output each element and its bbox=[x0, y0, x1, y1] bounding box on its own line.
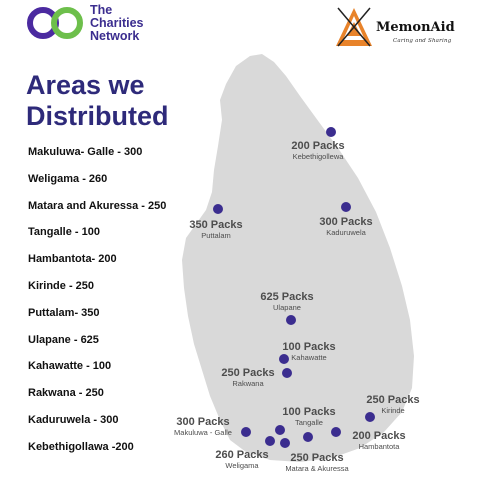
list-item: Puttalam- 350 bbox=[28, 306, 100, 319]
label-puttalam: 350 Packs Puttalam bbox=[189, 219, 242, 240]
marker-kebethigollewa[interactable] bbox=[326, 127, 336, 137]
logo-line-2: Charities bbox=[90, 16, 144, 30]
memonaid-logo-icon bbox=[336, 7, 372, 47]
charities-network-logo-text: The Charities Network bbox=[90, 4, 144, 43]
label-tangalle: 100 Packs Tangalle bbox=[282, 406, 335, 427]
label-hambantota: 200 Packs Hambantota bbox=[352, 430, 405, 451]
list-item: Hambantota- 200 bbox=[28, 253, 117, 266]
island-shape bbox=[182, 54, 414, 462]
marker-kirinde[interactable] bbox=[365, 412, 375, 422]
label-place: Hambantota bbox=[358, 442, 400, 451]
label-packs: 250 Packs bbox=[221, 367, 275, 379]
title-line-2: Distributed bbox=[26, 101, 169, 131]
label-packs: 200 Packs bbox=[291, 140, 345, 152]
list-item: Tangalle - 100 bbox=[28, 226, 100, 239]
label-place: Kirinde bbox=[381, 406, 405, 415]
label-place: Weligama bbox=[225, 461, 259, 470]
title-line-1: Areas we bbox=[26, 70, 145, 100]
label-weligama: 260 Packs Weligama bbox=[215, 449, 268, 470]
label-ulapane: 625 Packs Ulapane bbox=[260, 291, 313, 312]
label-place: Puttalam bbox=[201, 231, 231, 240]
page-title: Areas we Distributed bbox=[26, 70, 169, 132]
label-packs: 350 Packs bbox=[189, 219, 243, 231]
label-packs: 100 Packs bbox=[282, 406, 336, 418]
marker-puttalam[interactable] bbox=[213, 204, 223, 214]
list-item: Makuluwa- Galle - 300 bbox=[28, 146, 143, 158]
list-item: Ulapane - 625 bbox=[28, 333, 99, 346]
list-item: Kebethigollawa -200 bbox=[28, 440, 134, 453]
marker-weligama[interactable] bbox=[265, 436, 275, 446]
distribution-list: Makuluwa- Galle - 300 Weligama - 260 Mat… bbox=[28, 146, 166, 468]
label-packs: 300 Packs bbox=[319, 216, 373, 228]
logo-line-1: The bbox=[90, 3, 113, 17]
label-packs: 300 Packs bbox=[176, 416, 230, 428]
label-packs: 200 Packs bbox=[352, 430, 406, 442]
label-kaduruwela: 300 Packs Kaduruwela bbox=[319, 216, 372, 237]
label-packs: 250 Packs bbox=[290, 452, 344, 464]
label-packs: 100 Packs bbox=[282, 341, 336, 353]
label-galle: 300 Packs Makuluwa - Galle bbox=[174, 416, 232, 437]
memonaid-tagline: Caring and Sharing bbox=[393, 38, 452, 44]
marker-matara-a[interactable] bbox=[275, 425, 285, 435]
marker-galle[interactable] bbox=[241, 427, 251, 437]
label-matara-akuressa: 250 Packs Matara & Akuressa bbox=[285, 452, 348, 473]
label-place: Kahawatte bbox=[291, 353, 327, 362]
logo-line-3: Network bbox=[90, 29, 140, 43]
marker-hambantota[interactable] bbox=[303, 432, 313, 442]
label-rakwana: 250 Packs Rakwana bbox=[221, 367, 274, 388]
list-item: Kaduruwela - 300 bbox=[28, 413, 119, 426]
list-item: Weligama - 260 bbox=[28, 172, 108, 185]
list-item: Rakwana - 250 bbox=[28, 387, 104, 400]
label-place: Matara & Akuressa bbox=[285, 464, 349, 473]
label-place: Ulapane bbox=[273, 303, 301, 312]
label-place: Makuluwa - Galle bbox=[174, 428, 232, 437]
charities-network-logo bbox=[27, 7, 83, 39]
label-kirinde: 250 Packs Kirinde bbox=[366, 394, 419, 415]
memonaid-name: MemonAid bbox=[376, 20, 455, 35]
label-place: Rakwana bbox=[232, 379, 264, 388]
marker-rakwana[interactable] bbox=[282, 368, 292, 378]
label-kahawatte: 100 Packs Kahawatte bbox=[282, 341, 335, 362]
label-packs: 250 Packs bbox=[366, 394, 420, 406]
label-packs: 625 Packs bbox=[260, 291, 314, 303]
label-place: Kaduruwela bbox=[326, 228, 366, 237]
marker-ulapane[interactable] bbox=[286, 315, 296, 325]
label-place: Kebethigollewa bbox=[292, 152, 344, 161]
marker-kahawatte[interactable] bbox=[279, 354, 289, 364]
list-item: Kahawatte - 100 bbox=[28, 360, 112, 373]
label-kebethigollewa: 200 Packs Kebethigollewa bbox=[291, 140, 344, 161]
marker-kaduruwela[interactable] bbox=[341, 202, 351, 212]
marker-matara-b[interactable] bbox=[280, 438, 290, 448]
marker-tangalle[interactable] bbox=[331, 427, 341, 437]
list-item: Matara and Akuressa - 250 bbox=[28, 199, 167, 212]
label-packs: 260 Packs bbox=[215, 449, 269, 461]
marker-layer bbox=[213, 127, 375, 448]
list-item: Kirinde - 250 bbox=[28, 279, 95, 292]
label-place: Tangalle bbox=[295, 418, 323, 427]
